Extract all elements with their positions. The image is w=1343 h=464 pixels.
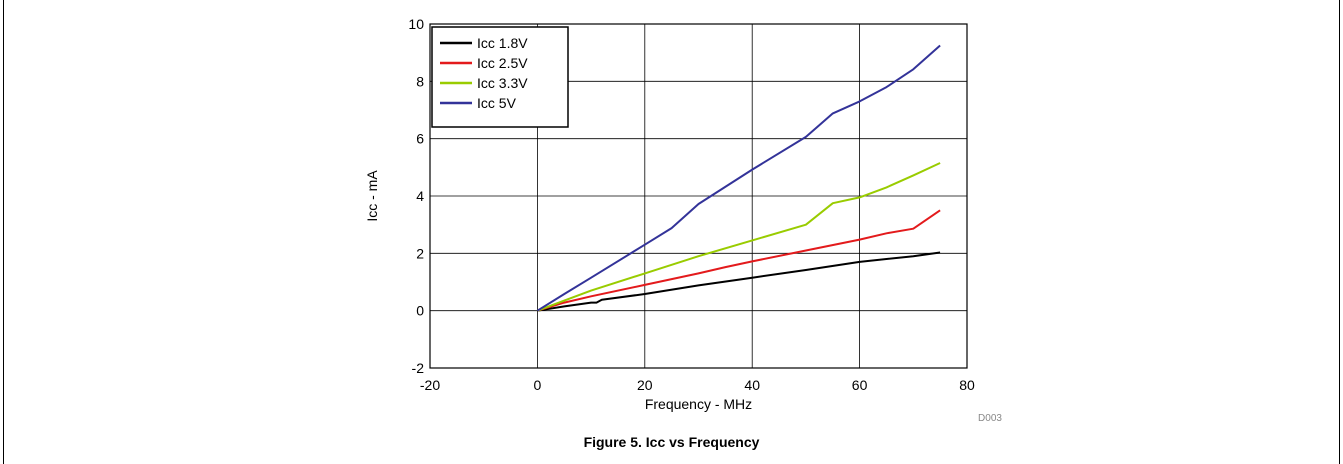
- series-line-icc-1-8v: [537, 251, 941, 312]
- figure-frame: [3, 0, 1340, 464]
- y-tick-label: 0: [416, 303, 424, 319]
- figure-caption: Figure 5. Icc vs Frequency: [583, 434, 760, 450]
- plot-area-border: [429, 23, 968, 369]
- legend-label: Icc 5V: [477, 95, 517, 111]
- figure-id: D003: [978, 413, 1002, 424]
- series-line-icc-5v: [536, 44, 941, 312]
- series-line-icc-3-3v: [537, 162, 941, 312]
- y-tick-label: -2: [412, 360, 425, 376]
- x-axis-label: Frequency - MHz: [645, 396, 752, 412]
- x-tick-label: -20: [420, 377, 440, 393]
- y-tick-label: 6: [416, 131, 424, 147]
- x-tick-label: 0: [534, 377, 542, 393]
- y-tick-label: 2: [416, 245, 424, 261]
- legend-label: Icc 2.5V: [477, 55, 528, 71]
- legend-label: Icc 1.8V: [477, 35, 528, 51]
- y-tick-label: 4: [416, 188, 424, 204]
- series-group: [536, 44, 941, 312]
- x-tick-label: 60: [852, 377, 868, 393]
- x-tick-label: 20: [637, 377, 653, 393]
- series-line-icc-2-5v: [537, 209, 941, 312]
- legend: Icc 1.8V Icc 2.5V Icc 3.3V Icc 5V: [431, 26, 569, 128]
- x-tick-label: 80: [959, 377, 975, 393]
- x-tick-label: 40: [744, 377, 760, 393]
- legend-label: Icc 3.3V: [477, 75, 528, 91]
- y-tick-label: 8: [416, 73, 424, 89]
- y-tick-label: 10: [408, 16, 424, 32]
- y-axis-label: Icc - mA: [364, 170, 380, 222]
